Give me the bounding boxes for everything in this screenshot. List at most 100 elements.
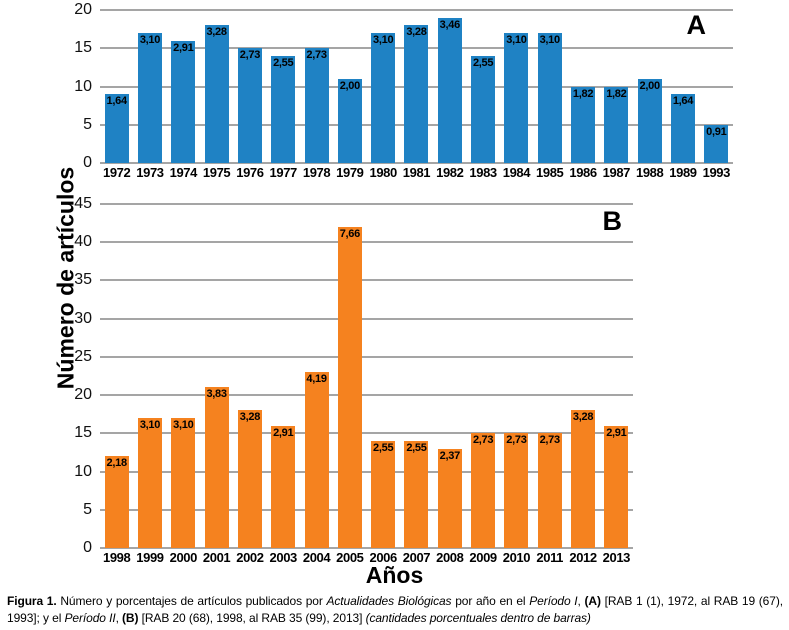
y-tick-label: 25	[74, 347, 92, 365]
panel-letter-a: A	[686, 10, 707, 40]
bar-slot: 2,55	[367, 204, 400, 548]
bar-2005: 7,66	[337, 226, 362, 548]
bar-value-label: 1,82	[606, 87, 627, 100]
bar-slot: 2,91	[600, 204, 633, 548]
bar-2011: 2,73	[537, 433, 562, 548]
y-tick-label: 40	[74, 233, 92, 251]
x-tick-label: 1976	[236, 165, 264, 180]
bar-1980: 3,10	[371, 33, 396, 163]
x-tick-label: 1982	[436, 165, 464, 180]
x-tick-label: 2000	[169, 550, 198, 565]
caption-text: [RAB 20 (68), 1998, al RAB 35 (99), 2013…	[138, 611, 366, 625]
gridline	[100, 394, 633, 397]
bar-1982: 3,46	[437, 17, 462, 163]
bar-slot: 4,19	[300, 204, 333, 548]
x-tick-label: 1973	[136, 165, 164, 180]
bar-2001: 3,83	[204, 387, 229, 548]
bar-2000: 3,10	[171, 418, 196, 548]
caption-period-1: Período I	[529, 594, 578, 608]
x-tick-label: 2002	[236, 550, 264, 565]
caption-journal-name: Actualidades Biológicas	[326, 594, 452, 608]
bar-value-label: 2,91	[606, 426, 627, 439]
gridline	[100, 9, 733, 12]
bar-value-label: 3,83	[206, 388, 227, 401]
bar-value-label: 2,91	[173, 41, 194, 54]
bar-slot: 3,28	[233, 204, 266, 548]
bar-value-label: 2,73	[472, 434, 494, 447]
x-tick-label: 2005	[336, 550, 364, 565]
bar-slot: 1,82	[566, 10, 599, 163]
y-tick-label: 30	[74, 309, 92, 327]
caption-note: (cantidades porcentuales dentro de barra…	[365, 611, 591, 625]
x-axis-labels: 1972 1973 1974 1975 1976 1977 1978 1979 1980 1981…	[100, 163, 733, 180]
bar-1984: 3,10	[504, 33, 529, 163]
bar-value-label: 2,55	[373, 441, 394, 454]
y-tick-label: 0	[83, 154, 92, 171]
x-tick-label: 2011	[536, 550, 564, 565]
x-tick-label: 2006	[369, 550, 397, 565]
bar-slot: 3,10	[167, 204, 200, 548]
y-tick-label: 10	[74, 77, 92, 95]
caption-figure-label: Figura 1.	[7, 594, 57, 608]
x-tick-label: 1974	[169, 165, 198, 180]
y-tick-label: 15	[74, 39, 92, 57]
bar-slot: 2,73	[533, 204, 566, 548]
bar-1978: 2,73	[304, 48, 329, 163]
y-tick-label: 15	[74, 424, 92, 442]
gridline	[100, 317, 633, 320]
caption-text: ,	[577, 594, 585, 608]
bar-slot: 2,73	[233, 10, 266, 163]
gridline	[100, 162, 733, 164]
x-tick-label: 2008	[436, 550, 464, 565]
x-tick-label: 1988	[635, 165, 664, 180]
bar-value-label: 3,28	[406, 26, 427, 39]
caption-text: por año en el	[451, 594, 530, 608]
bar-slot: 1,64	[100, 10, 133, 163]
x-tick-label: 2001	[202, 550, 231, 565]
bar-value-label: 2,73	[506, 434, 527, 447]
gridline	[100, 547, 633, 549]
bar-slot: 2,55	[400, 204, 433, 548]
bar-slot: 2,91	[267, 204, 300, 548]
bar-value-label: 3,10	[506, 34, 527, 47]
chart-panel-b: 0 5 10 15 20 25 30 35 40 45 2,18 3,10 3,10 3,83 3,28 2,…	[74, 195, 633, 565]
panel-letter-b: B	[602, 206, 623, 236]
bar-value-label: 3,10	[139, 419, 161, 432]
bar-slot: 3,10	[133, 204, 166, 548]
bar-1973: 3,10	[137, 33, 162, 163]
x-tick-label: 2012	[569, 550, 597, 565]
bar-value-label: 2,91	[273, 426, 294, 439]
y-tick-label: 45	[74, 194, 92, 212]
bar-2012: 3,28	[571, 410, 596, 548]
bar-1972: 1,64	[104, 94, 129, 163]
bar-2007: 2,55	[404, 440, 429, 548]
bar-slot: 2,55	[466, 10, 499, 163]
plot-area: 0 5 10 15 20 1,64 3,10 2,91 3,28 2,73 2,55 2,73 2,00…	[74, 1, 733, 171]
bar-2003: 2,91	[271, 425, 296, 548]
bar-1979: 2,00	[337, 78, 362, 163]
x-tick-label: 2003	[269, 550, 298, 565]
y-tick-label: 5	[83, 500, 92, 518]
gridline	[100, 355, 633, 358]
bar-2013: 2,91	[604, 425, 629, 548]
bar-slot: 3,10	[500, 10, 533, 163]
bar-value-label: 2,55	[273, 56, 294, 69]
y-tick-label: 20	[74, 1, 92, 19]
caption-panel-b-ref: (B)	[122, 611, 139, 625]
bar-value-label: 3,28	[206, 26, 227, 39]
bar-value-label: 2,73	[539, 434, 561, 447]
bar-value-label: 0,91	[706, 125, 727, 138]
x-tick-label: 1983	[469, 165, 497, 180]
x-tick-label: 1993	[702, 165, 731, 180]
bar-slot: 3,28	[200, 10, 233, 163]
bar-slot: 3,28	[566, 204, 599, 548]
x-tick-label: 1979	[336, 165, 364, 180]
bar-slot: 2,00	[633, 10, 666, 163]
bar-1988: 2,00	[637, 78, 662, 163]
x-axis-title: Años	[365, 562, 424, 588]
bar-slot: 2,73	[500, 204, 533, 548]
bar-value-label: 2,73	[306, 49, 327, 62]
chart-panel-a: 0 5 10 15 20 1,64 3,10 2,91 3,28 2,73 2,55 2,73 2,00…	[74, 1, 733, 180]
bar-slot: 1,82	[600, 10, 633, 163]
